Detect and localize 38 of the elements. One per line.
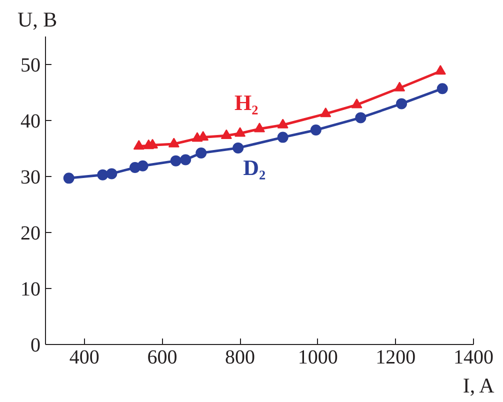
point [232,142,244,154]
point [277,132,288,143]
y-tick-label: 10 [20,278,40,300]
point [220,129,232,140]
series-label: D₂ [243,154,266,180]
y-tick-label: 0 [30,334,40,356]
x-tick-label: 600 [147,346,178,368]
point [234,127,246,137]
point [196,147,207,158]
x-tick-label: 800 [225,346,256,368]
series-label: H₂ [234,90,259,115]
point [277,118,288,128]
point [137,160,148,172]
x-tick-label: 400 [69,346,100,368]
point [351,98,362,108]
point [254,122,265,132]
point [320,108,332,118]
y-tick-label: 50 [20,54,40,76]
x-axis-title: I, A [462,374,496,398]
point [434,64,446,75]
x-tick-label: 1000 [298,346,338,368]
point [355,112,366,124]
y-tick-label: 40 [20,110,40,132]
point [63,172,74,184]
point [394,82,406,92]
point [310,124,322,136]
x-tick-label: 1200 [376,346,416,368]
point [133,140,144,150]
y-axis-title: U, В [18,8,58,32]
point [170,155,182,166]
y-tick-label: 30 [20,166,40,188]
point [97,169,108,180]
point [396,98,408,110]
x-tick-label: 1400 [454,346,494,368]
point [106,168,118,180]
y-tick-label: 20 [20,222,40,244]
point [180,154,192,166]
point [168,138,180,148]
